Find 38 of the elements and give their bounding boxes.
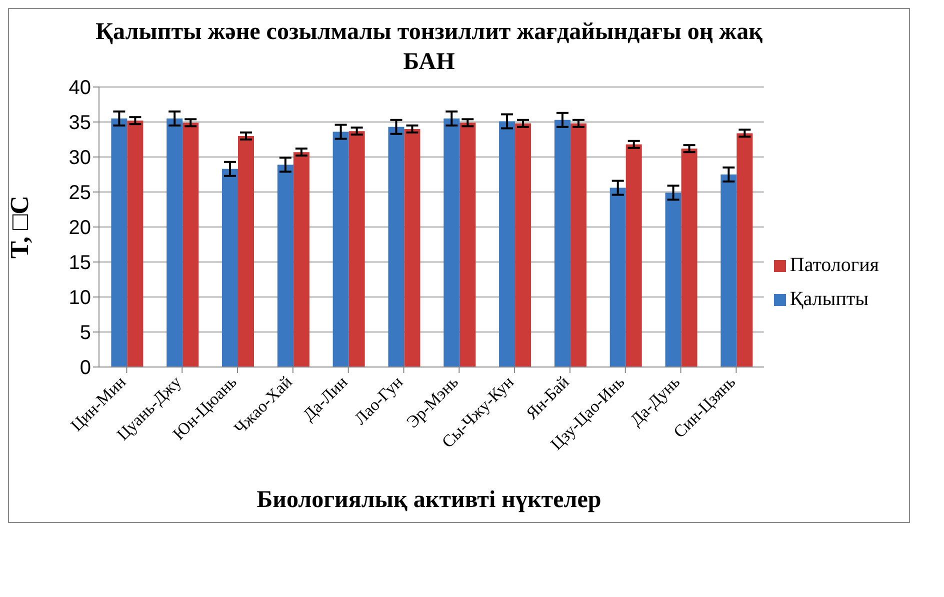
x-axis-title: Биологиялық активті нүктелер bbox=[256, 487, 602, 515]
y-tick-label: 15 bbox=[68, 252, 91, 274]
y-tick-label: 35 bbox=[68, 112, 91, 134]
bar bbox=[277, 164, 294, 367]
bar bbox=[293, 152, 310, 367]
y-tick-label: 20 bbox=[68, 217, 91, 240]
bar bbox=[460, 122, 476, 367]
bar bbox=[515, 123, 532, 367]
bar bbox=[238, 136, 254, 367]
bar bbox=[554, 120, 570, 367]
legend-label: Қалыпты bbox=[790, 288, 869, 310]
y-axis-title: T, □C bbox=[5, 196, 34, 258]
chart-title: Қалыпты және созылмалы тонзиллит жағдайындағы оң жақ БАН bbox=[94, 18, 764, 77]
legend-label: Патология bbox=[790, 254, 879, 276]
bar bbox=[404, 129, 420, 367]
bar bbox=[610, 188, 626, 367]
y-tick-label: 40 bbox=[68, 77, 91, 100]
y-tick-label: 0 bbox=[80, 357, 91, 380]
bar bbox=[111, 118, 128, 367]
bar bbox=[570, 123, 586, 367]
bar bbox=[444, 118, 460, 367]
bar bbox=[626, 144, 642, 367]
bar bbox=[499, 121, 516, 367]
y-tick-label: 5 bbox=[80, 322, 91, 344]
bar bbox=[182, 122, 199, 367]
bar bbox=[222, 168, 238, 367]
bar bbox=[665, 192, 682, 367]
bar bbox=[681, 148, 698, 367]
y-tick-label: 10 bbox=[68, 287, 91, 310]
bar bbox=[348, 131, 365, 367]
bar bbox=[736, 133, 753, 367]
bar bbox=[388, 126, 404, 367]
bar bbox=[127, 120, 144, 367]
bar bbox=[720, 174, 737, 367]
bar bbox=[332, 132, 349, 367]
y-tick-label: 30 bbox=[68, 147, 91, 170]
bar bbox=[166, 118, 183, 367]
y-tick-label: 25 bbox=[68, 182, 91, 204]
